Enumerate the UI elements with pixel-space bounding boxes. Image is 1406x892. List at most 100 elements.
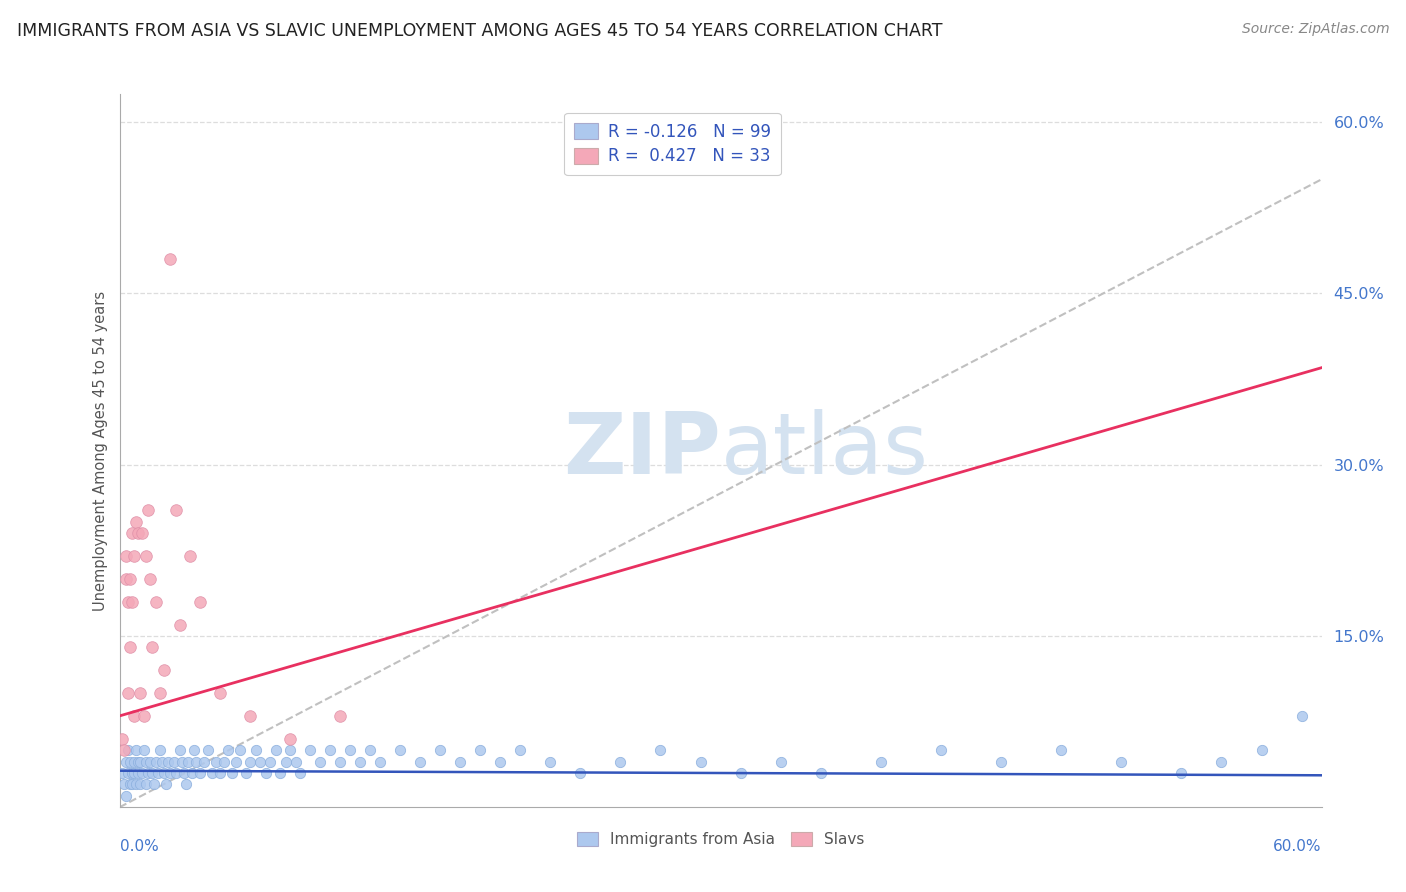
Point — [124, 777, 146, 791]
Point — [114, 572, 136, 586]
Point — [149, 686, 172, 700]
Point — [769, 755, 792, 769]
Point — [309, 755, 332, 769]
Point — [122, 549, 145, 563]
Point — [114, 549, 136, 563]
Text: Source: ZipAtlas.com: Source: ZipAtlas.com — [1241, 22, 1389, 37]
Point — [138, 755, 160, 769]
Point — [132, 743, 155, 757]
Point — [298, 743, 321, 757]
Point — [135, 755, 157, 769]
Point — [239, 755, 262, 769]
Point — [1170, 766, 1192, 780]
Point — [149, 743, 172, 757]
Point — [188, 595, 211, 609]
Point — [117, 595, 139, 609]
Point — [169, 617, 191, 632]
Point — [538, 755, 561, 769]
Point — [141, 766, 163, 780]
Point — [117, 686, 139, 700]
Point — [165, 503, 187, 517]
Point — [689, 755, 711, 769]
Text: IMMIGRANTS FROM ASIA VS SLAVIC UNEMPLOYMENT AMONG AGES 45 TO 54 YEARS CORRELATIO: IMMIGRANTS FROM ASIA VS SLAVIC UNEMPLOYM… — [17, 22, 942, 40]
Point — [239, 709, 262, 723]
Point — [221, 766, 243, 780]
Point — [810, 766, 832, 780]
Point — [409, 755, 432, 769]
Point — [1291, 709, 1313, 723]
Point — [121, 777, 143, 791]
Point — [1250, 743, 1272, 757]
Point — [569, 766, 592, 780]
Point — [118, 640, 141, 655]
Point — [245, 743, 267, 757]
Point — [128, 777, 150, 791]
Point — [730, 766, 752, 780]
Point — [170, 755, 193, 769]
Point — [145, 755, 167, 769]
Point — [228, 743, 252, 757]
Point — [212, 755, 235, 769]
Point — [368, 755, 391, 769]
Point — [1211, 755, 1233, 769]
Point — [132, 709, 155, 723]
Point — [176, 755, 198, 769]
Text: 60.0%: 60.0% — [1274, 839, 1322, 855]
Point — [449, 755, 471, 769]
Point — [650, 743, 672, 757]
Point — [118, 572, 141, 586]
Point — [201, 766, 224, 780]
Point — [274, 755, 297, 769]
Point — [509, 743, 531, 757]
Point — [197, 743, 219, 757]
Point — [183, 743, 205, 757]
Point — [131, 526, 153, 541]
Point — [929, 743, 952, 757]
Point — [204, 755, 226, 769]
Point — [159, 252, 181, 267]
Point — [1050, 743, 1073, 757]
Point — [118, 755, 141, 769]
Point — [259, 755, 281, 769]
Point — [150, 755, 173, 769]
Point — [264, 743, 287, 757]
Point — [188, 766, 211, 780]
Point — [155, 777, 177, 791]
Point — [184, 755, 207, 769]
Point — [349, 755, 371, 769]
Point — [117, 766, 139, 780]
Point — [141, 640, 163, 655]
Point — [609, 755, 631, 769]
Point — [288, 766, 311, 780]
Point — [339, 743, 361, 757]
Point — [152, 766, 174, 780]
Point — [489, 755, 512, 769]
Point — [278, 731, 301, 746]
Point — [112, 777, 135, 791]
Y-axis label: Unemployment Among Ages 45 to 54 years: Unemployment Among Ages 45 to 54 years — [93, 291, 108, 610]
Point — [174, 777, 197, 791]
Point — [128, 686, 150, 700]
Point — [131, 766, 153, 780]
Point — [162, 755, 184, 769]
Point — [329, 755, 352, 769]
Point — [112, 743, 135, 757]
Point — [121, 526, 143, 541]
Point — [122, 766, 145, 780]
Point — [118, 777, 141, 791]
Legend: Immigrants from Asia, Slavs: Immigrants from Asia, Slavs — [571, 826, 870, 853]
Point — [122, 709, 145, 723]
Point — [127, 766, 149, 780]
Point — [319, 743, 342, 757]
Point — [869, 755, 893, 769]
Point — [249, 755, 271, 769]
Point — [429, 743, 451, 757]
Point — [135, 777, 157, 791]
Point — [159, 766, 181, 780]
Point — [152, 663, 174, 677]
Point — [142, 777, 165, 791]
Point — [359, 743, 381, 757]
Point — [127, 755, 149, 769]
Text: 0.0%: 0.0% — [120, 839, 159, 855]
Point — [180, 766, 202, 780]
